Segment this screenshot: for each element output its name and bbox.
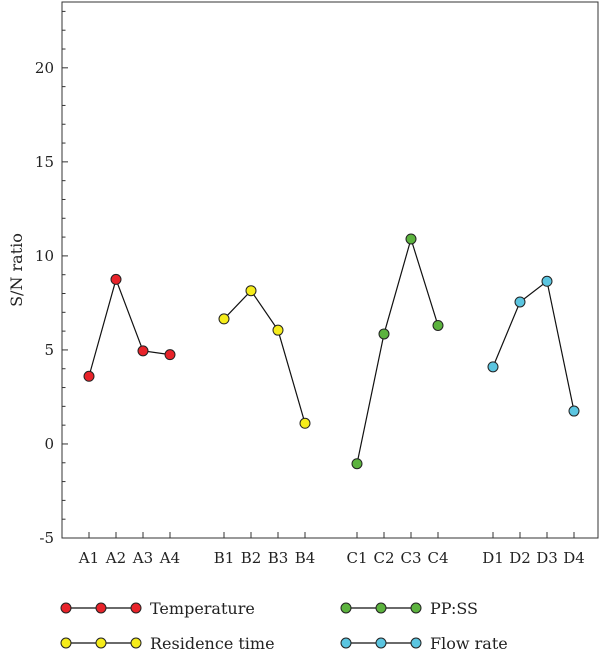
data-point <box>83 370 95 382</box>
data-point <box>487 361 499 373</box>
legend-marker <box>410 637 422 649</box>
data-point <box>541 275 553 287</box>
y-axis: -5 0 5 10 15 20 <box>35 10 68 547</box>
legend-item: Temperature <box>60 599 255 618</box>
legend-marker <box>60 602 72 614</box>
plot-area <box>61 1 599 539</box>
legend-label: PP:SS <box>430 599 478 618</box>
x-tick-label: B4 <box>295 549 316 567</box>
x-tick-label: D1 <box>482 549 504 567</box>
series-pp-ss <box>351 233 444 470</box>
series-line <box>356 236 439 464</box>
legend-label: Temperature <box>150 599 255 618</box>
x-tick-label: C1 <box>346 549 367 567</box>
data-point <box>110 273 122 285</box>
x-tick-label: D4 <box>563 549 585 567</box>
legend-marker <box>60 637 72 649</box>
legend-marker <box>95 602 107 614</box>
data-point <box>432 319 444 331</box>
series-temperature <box>83 273 176 382</box>
series-line <box>492 280 575 412</box>
x-tick-label: A2 <box>105 549 126 567</box>
series-flow-rate <box>487 275 580 417</box>
data-point <box>405 233 417 245</box>
data-point <box>245 285 257 297</box>
legend-marker <box>340 602 352 614</box>
legend-marker <box>410 602 422 614</box>
series-group <box>83 233 580 470</box>
series-line <box>223 289 306 424</box>
x-tick-label: C2 <box>373 549 394 567</box>
legend-marker <box>95 637 107 649</box>
x-tick-label: B1 <box>214 549 235 567</box>
data-point <box>137 345 149 357</box>
x-tick-label: C3 <box>400 549 421 567</box>
series-line <box>88 277 171 377</box>
legend-marker <box>340 637 352 649</box>
x-tick-label: C4 <box>427 549 448 567</box>
legend-label: Flow rate <box>430 634 508 653</box>
data-point <box>351 458 363 470</box>
y-tick-label: -5 <box>39 529 54 547</box>
x-tick-label: B3 <box>268 549 289 567</box>
data-point <box>568 405 580 417</box>
data-point <box>514 296 526 308</box>
legend-label: Residence time <box>150 634 275 653</box>
data-point <box>218 313 230 325</box>
y-tick-label: 5 <box>44 341 54 359</box>
x-tick-label: A3 <box>132 549 153 567</box>
data-point <box>272 324 284 336</box>
y-tick-label: 20 <box>35 59 54 77</box>
plot-frame <box>61 1 599 539</box>
data-point <box>299 417 311 429</box>
legend-marker <box>375 637 387 649</box>
legend: Temperature Residence time PP:SS Flow rate <box>60 599 508 653</box>
x-tick-label: B2 <box>241 549 262 567</box>
data-point <box>378 328 390 340</box>
legend-item: Flow rate <box>340 634 508 653</box>
x-axis: A1 A2 A3 A4 B1 B2 B3 B4 C1 C2 C3 C4 D1 D2 D3 D4 <box>78 532 585 567</box>
y-tick-label: 15 <box>35 153 54 171</box>
legend-item: Residence time <box>60 634 275 653</box>
data-point <box>164 349 176 361</box>
x-tick-label: A1 <box>78 549 99 567</box>
legend-marker <box>130 602 142 614</box>
y-axis-title: S/N ratio <box>7 233 26 307</box>
x-tick-label: D3 <box>536 549 558 567</box>
y-tick-label: 0 <box>44 435 54 453</box>
series-residence-time <box>218 285 311 429</box>
x-tick-label: D2 <box>509 549 531 567</box>
legend-marker <box>130 637 142 649</box>
legend-marker <box>375 602 387 614</box>
legend-item: PP:SS <box>340 599 478 618</box>
x-tick-label: A4 <box>159 549 180 567</box>
y-tick-label: 10 <box>35 247 54 265</box>
